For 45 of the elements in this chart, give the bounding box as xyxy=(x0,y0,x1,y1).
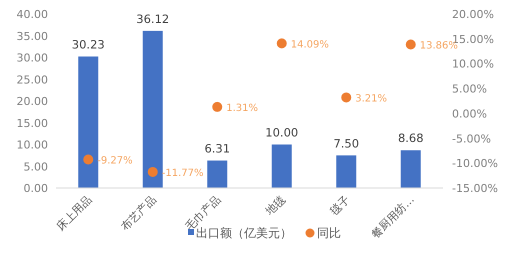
y-tick-label: 30.00 xyxy=(16,52,48,64)
y-tick-label: 0.00 xyxy=(24,182,48,195)
bar xyxy=(336,155,356,188)
bar xyxy=(142,30,163,188)
y-tick-label: 40.00 xyxy=(16,8,48,21)
x-tick-label: 床上用品 xyxy=(54,192,94,234)
data-label: 14.09% xyxy=(290,39,329,50)
y-tick-label: 5.00 xyxy=(24,160,48,174)
bar xyxy=(400,150,421,188)
point xyxy=(341,92,352,102)
y2-tick-label: -15.00% xyxy=(452,182,498,195)
y2-tick-label: 0.00% xyxy=(452,107,487,120)
legend-label: 出口额（亿美元） xyxy=(196,226,292,240)
x-tick-label: 布艺产品 xyxy=(118,192,159,234)
data-label: 3.21% xyxy=(355,93,388,104)
data-label: 36.12 xyxy=(136,12,170,26)
y2-tick-label: 20.00% xyxy=(452,8,494,21)
y-tick-label: 20.00 xyxy=(16,95,48,108)
data-label: 10.00 xyxy=(265,126,298,140)
data-label: 7.50 xyxy=(333,136,360,150)
point xyxy=(276,38,287,48)
bar xyxy=(78,56,98,188)
bar xyxy=(272,144,292,188)
point xyxy=(406,40,416,50)
y-tick-label: 10.00 xyxy=(16,138,48,152)
bar xyxy=(207,160,228,188)
y2-tick-label: -5.00% xyxy=(452,132,491,146)
y-tick-label: 15.00 xyxy=(16,116,48,130)
legend-label: 同比 xyxy=(317,226,341,240)
y2-tick-label: 10.00% xyxy=(452,58,494,71)
data-label: 8.68 xyxy=(398,131,424,146)
data-label: 6.31 xyxy=(204,142,230,156)
data-label: 30.23 xyxy=(72,38,105,52)
point xyxy=(148,166,158,177)
point xyxy=(212,102,222,112)
y2-tick-label: 5.00% xyxy=(452,82,487,96)
x-tick-label: 地毯 xyxy=(262,192,288,218)
data-label: 1.31% xyxy=(226,102,258,114)
x-tick-label: 餐厨用纺… xyxy=(368,192,417,242)
point xyxy=(83,154,94,165)
y-tick-label: 35.00 xyxy=(16,30,48,43)
y-tick-label: 25.00 xyxy=(16,73,48,86)
y2-tick-label: -10.00% xyxy=(452,157,498,170)
x-tick-label: 毯子 xyxy=(328,192,352,218)
data-label: 13.86% xyxy=(420,40,458,52)
